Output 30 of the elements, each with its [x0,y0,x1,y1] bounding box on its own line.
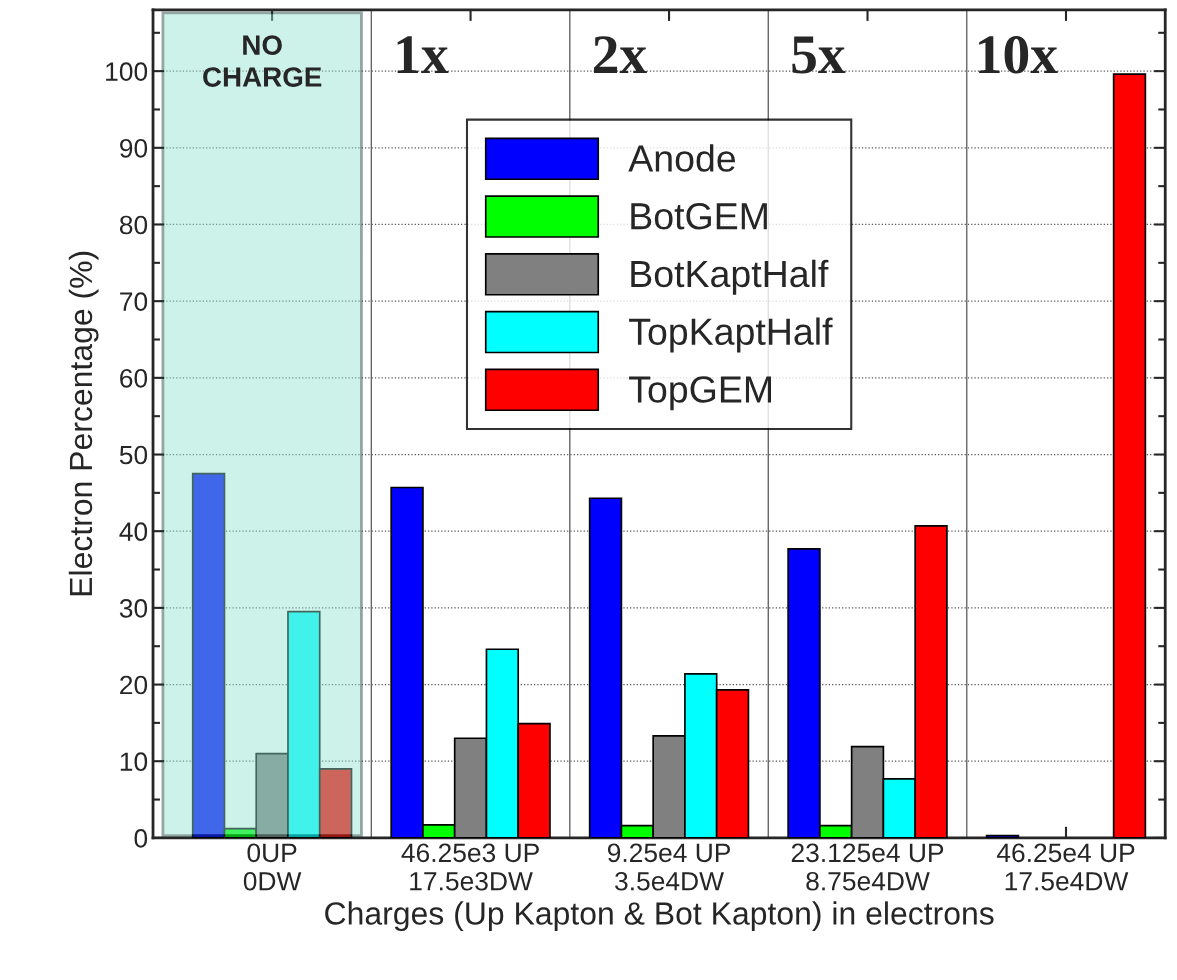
y-tick-label: 0 [134,829,148,848]
bar [1112,73,1147,838]
legend-label: TopGEM [629,376,772,411]
legend-label: BotKaptHalf [631,259,829,295]
y-tick-label: 60 [120,368,148,388]
legend-label: BotGEM [631,202,767,230]
y-tick-label: 70 [120,292,148,311]
annotation: 10x [979,36,1058,74]
y-tick-label: 90 [120,138,148,158]
y-tick-label: 100 [106,62,148,81]
y-tick-label: 80 [119,215,148,235]
legend-label: TopKaptHalf [629,317,833,353]
annotation: 2x [593,36,647,73]
bar [985,834,1020,838]
y-tick-label: 40 [119,522,148,542]
y-axis-title: Electron Percentage (%) [68,251,99,596]
x-axis-title: Charges (Up Kapton & Bot Kapton) in electrons [325,901,994,932]
y-tick-label: 20 [120,675,148,695]
x-tick-label: 23.125e4 UP 8.75e4DW [791,843,944,891]
x-tick-label: 9.25e4 UP 3.5e4DW [607,843,731,891]
band-label: NO CHARGE [203,35,322,87]
annotation: 1x [397,36,449,73]
y-tick-label: 10 [120,752,148,772]
legend-label: Anode [628,144,736,172]
x-tick-label: 0UP 0DW [243,843,302,891]
annotation: 5x [792,36,846,74]
y-tick-label: 50 [119,445,148,465]
x-tick-label: 46.25e3 UP 17.5e3DW [401,843,539,891]
y-tick-label: 30 [119,599,148,618]
x-tick-label: 46.25e4 UP 17.5e4DW [996,843,1135,891]
